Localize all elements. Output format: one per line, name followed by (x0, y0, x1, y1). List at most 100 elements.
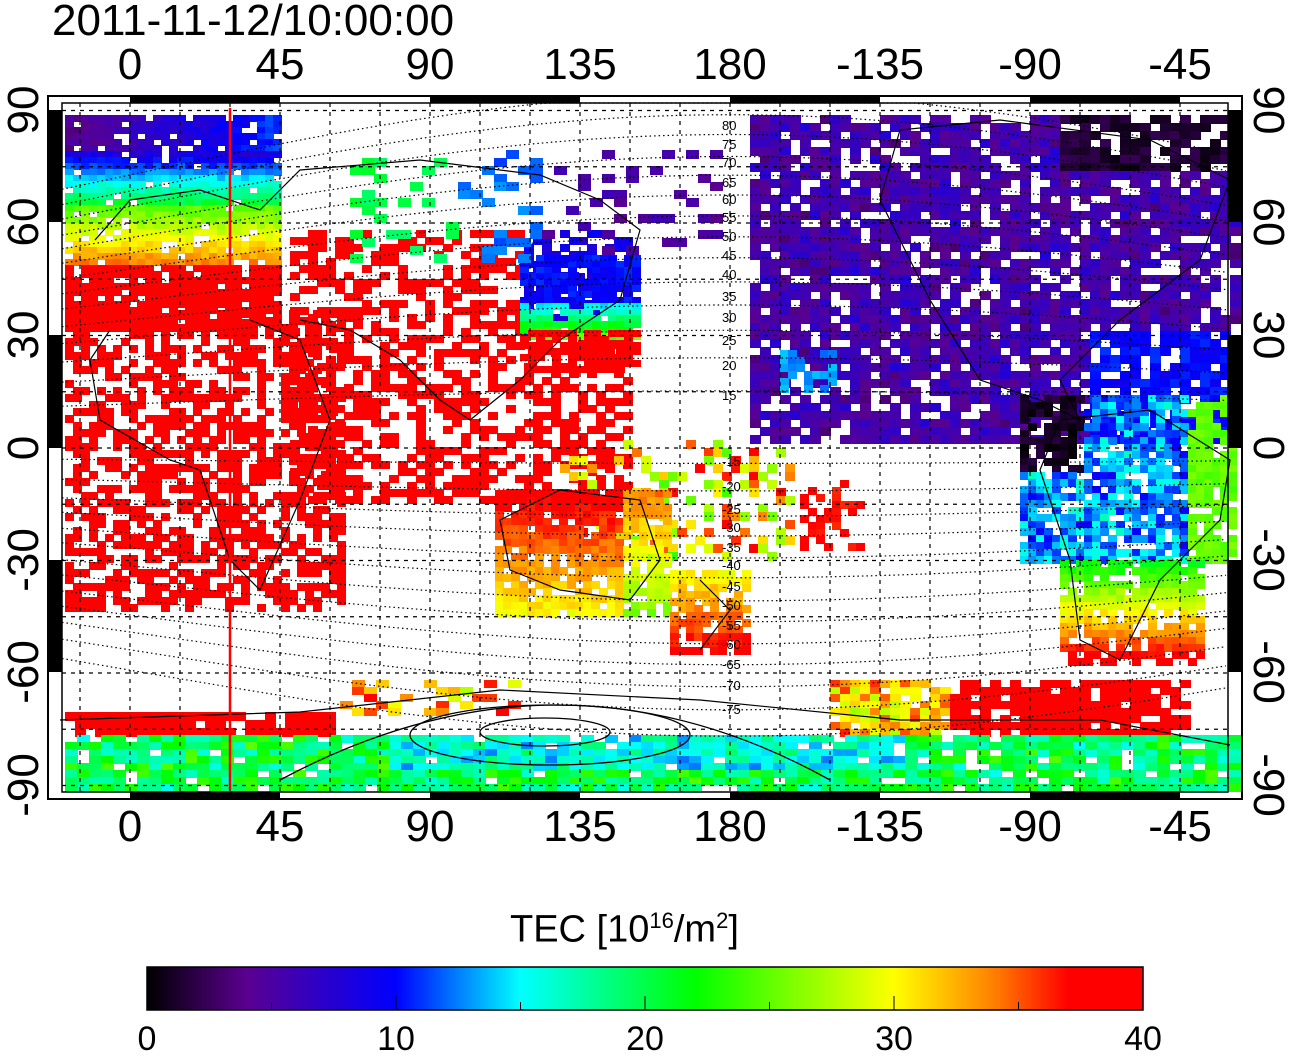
tec-cell (145, 175, 154, 182)
tec-cell (353, 496, 363, 504)
tec-cell (129, 331, 138, 339)
tec-cell (860, 243, 871, 252)
tec-cell (632, 360, 641, 367)
tec-cell (113, 169, 122, 176)
tec-cell (241, 310, 250, 318)
tec-cell (299, 251, 309, 259)
tec-cell (520, 309, 529, 316)
tec-cell (1040, 355, 1051, 364)
tec-cell (810, 243, 821, 252)
tec-cell (616, 297, 625, 304)
tec-cell (233, 352, 242, 360)
tec-cell (73, 485, 82, 493)
tec-cell (193, 307, 202, 314)
tec-cell (776, 496, 786, 505)
tec-cell (308, 244, 318, 252)
tec-cell (780, 364, 789, 372)
tec-cell (185, 133, 194, 140)
tec-cell (241, 115, 250, 122)
tec-cell (930, 307, 941, 316)
tec-cell (551, 581, 560, 589)
tec-cell (185, 187, 194, 194)
tec-cell (551, 567, 560, 575)
tec-cell (289, 492, 298, 500)
tec-cell (371, 251, 381, 259)
tec-cell (1090, 371, 1101, 380)
tec-cell (249, 492, 258, 500)
tec-cell (567, 595, 576, 603)
tec-cell (249, 478, 258, 486)
tec-cell (65, 145, 74, 152)
tec-cell (542, 412, 552, 420)
tec-cell (615, 497, 624, 505)
tec-cell (1090, 227, 1101, 236)
tec-cell (193, 345, 202, 353)
tec-cell (542, 468, 552, 476)
tec-cell (960, 355, 971, 364)
tec-cell (129, 235, 138, 242)
tec-cell (554, 166, 567, 175)
tec-cell (313, 506, 322, 514)
tec-cell (1220, 402, 1229, 410)
tec-cell (161, 205, 170, 212)
tec-cell (249, 359, 258, 367)
tec-cell (461, 482, 471, 490)
tec-cell (470, 405, 480, 413)
tec-cell (73, 597, 82, 605)
tec-cell (113, 429, 122, 437)
tec-cell (81, 145, 90, 152)
tec-cell (265, 241, 274, 248)
tec-cell (760, 131, 771, 140)
tec-cell (1080, 275, 1091, 284)
tec-cell (193, 199, 202, 206)
tec-cell (1020, 379, 1031, 388)
tec-cell (1170, 275, 1181, 284)
tec-cell (461, 286, 471, 294)
tec-cell (326, 426, 336, 434)
tec-cell (241, 247, 250, 254)
tec-cell (1180, 259, 1191, 268)
tec-cell (1210, 323, 1221, 332)
tec-cell (201, 450, 210, 458)
tec-cell (1130, 123, 1141, 132)
tec-cell (940, 427, 951, 436)
tec-cell (201, 583, 210, 591)
tec-cell (289, 548, 298, 556)
tec-cell (265, 217, 274, 224)
tec-cell (290, 475, 300, 483)
tec-cell (81, 499, 90, 507)
tec-cell (169, 366, 178, 374)
tec-cell (770, 267, 781, 276)
tec-cell (770, 427, 781, 436)
tec-cell (249, 115, 258, 122)
tec-cell (281, 506, 290, 514)
tec-cell (153, 283, 162, 290)
tec-cell (587, 464, 597, 473)
tec-cell (503, 539, 512, 547)
tec-cell (326, 342, 336, 350)
tec-cell (1100, 139, 1111, 148)
tec-cell (337, 457, 346, 465)
tec-cell (89, 317, 98, 325)
tec-cell (527, 609, 536, 617)
tec-cell (1210, 235, 1221, 244)
tec-cell (880, 155, 891, 164)
tec-cell (1180, 371, 1191, 380)
tec-cell (233, 313, 242, 320)
tec-cell (910, 291, 921, 300)
tec-cell (209, 223, 218, 230)
tec-cell (830, 211, 841, 220)
tec-cell (185, 151, 194, 158)
tec-cell (770, 243, 781, 252)
tec-cell (257, 235, 266, 242)
tec-cell (153, 443, 162, 451)
tec-cell (880, 275, 891, 284)
tec-cell (910, 147, 921, 156)
tec-cell (519, 602, 528, 610)
tec-cell (850, 323, 861, 332)
tec-cell (217, 387, 226, 395)
tec-cell (137, 534, 146, 542)
tec-cell (416, 426, 426, 434)
tec-cell (273, 310, 282, 318)
tec-cell (960, 267, 971, 276)
